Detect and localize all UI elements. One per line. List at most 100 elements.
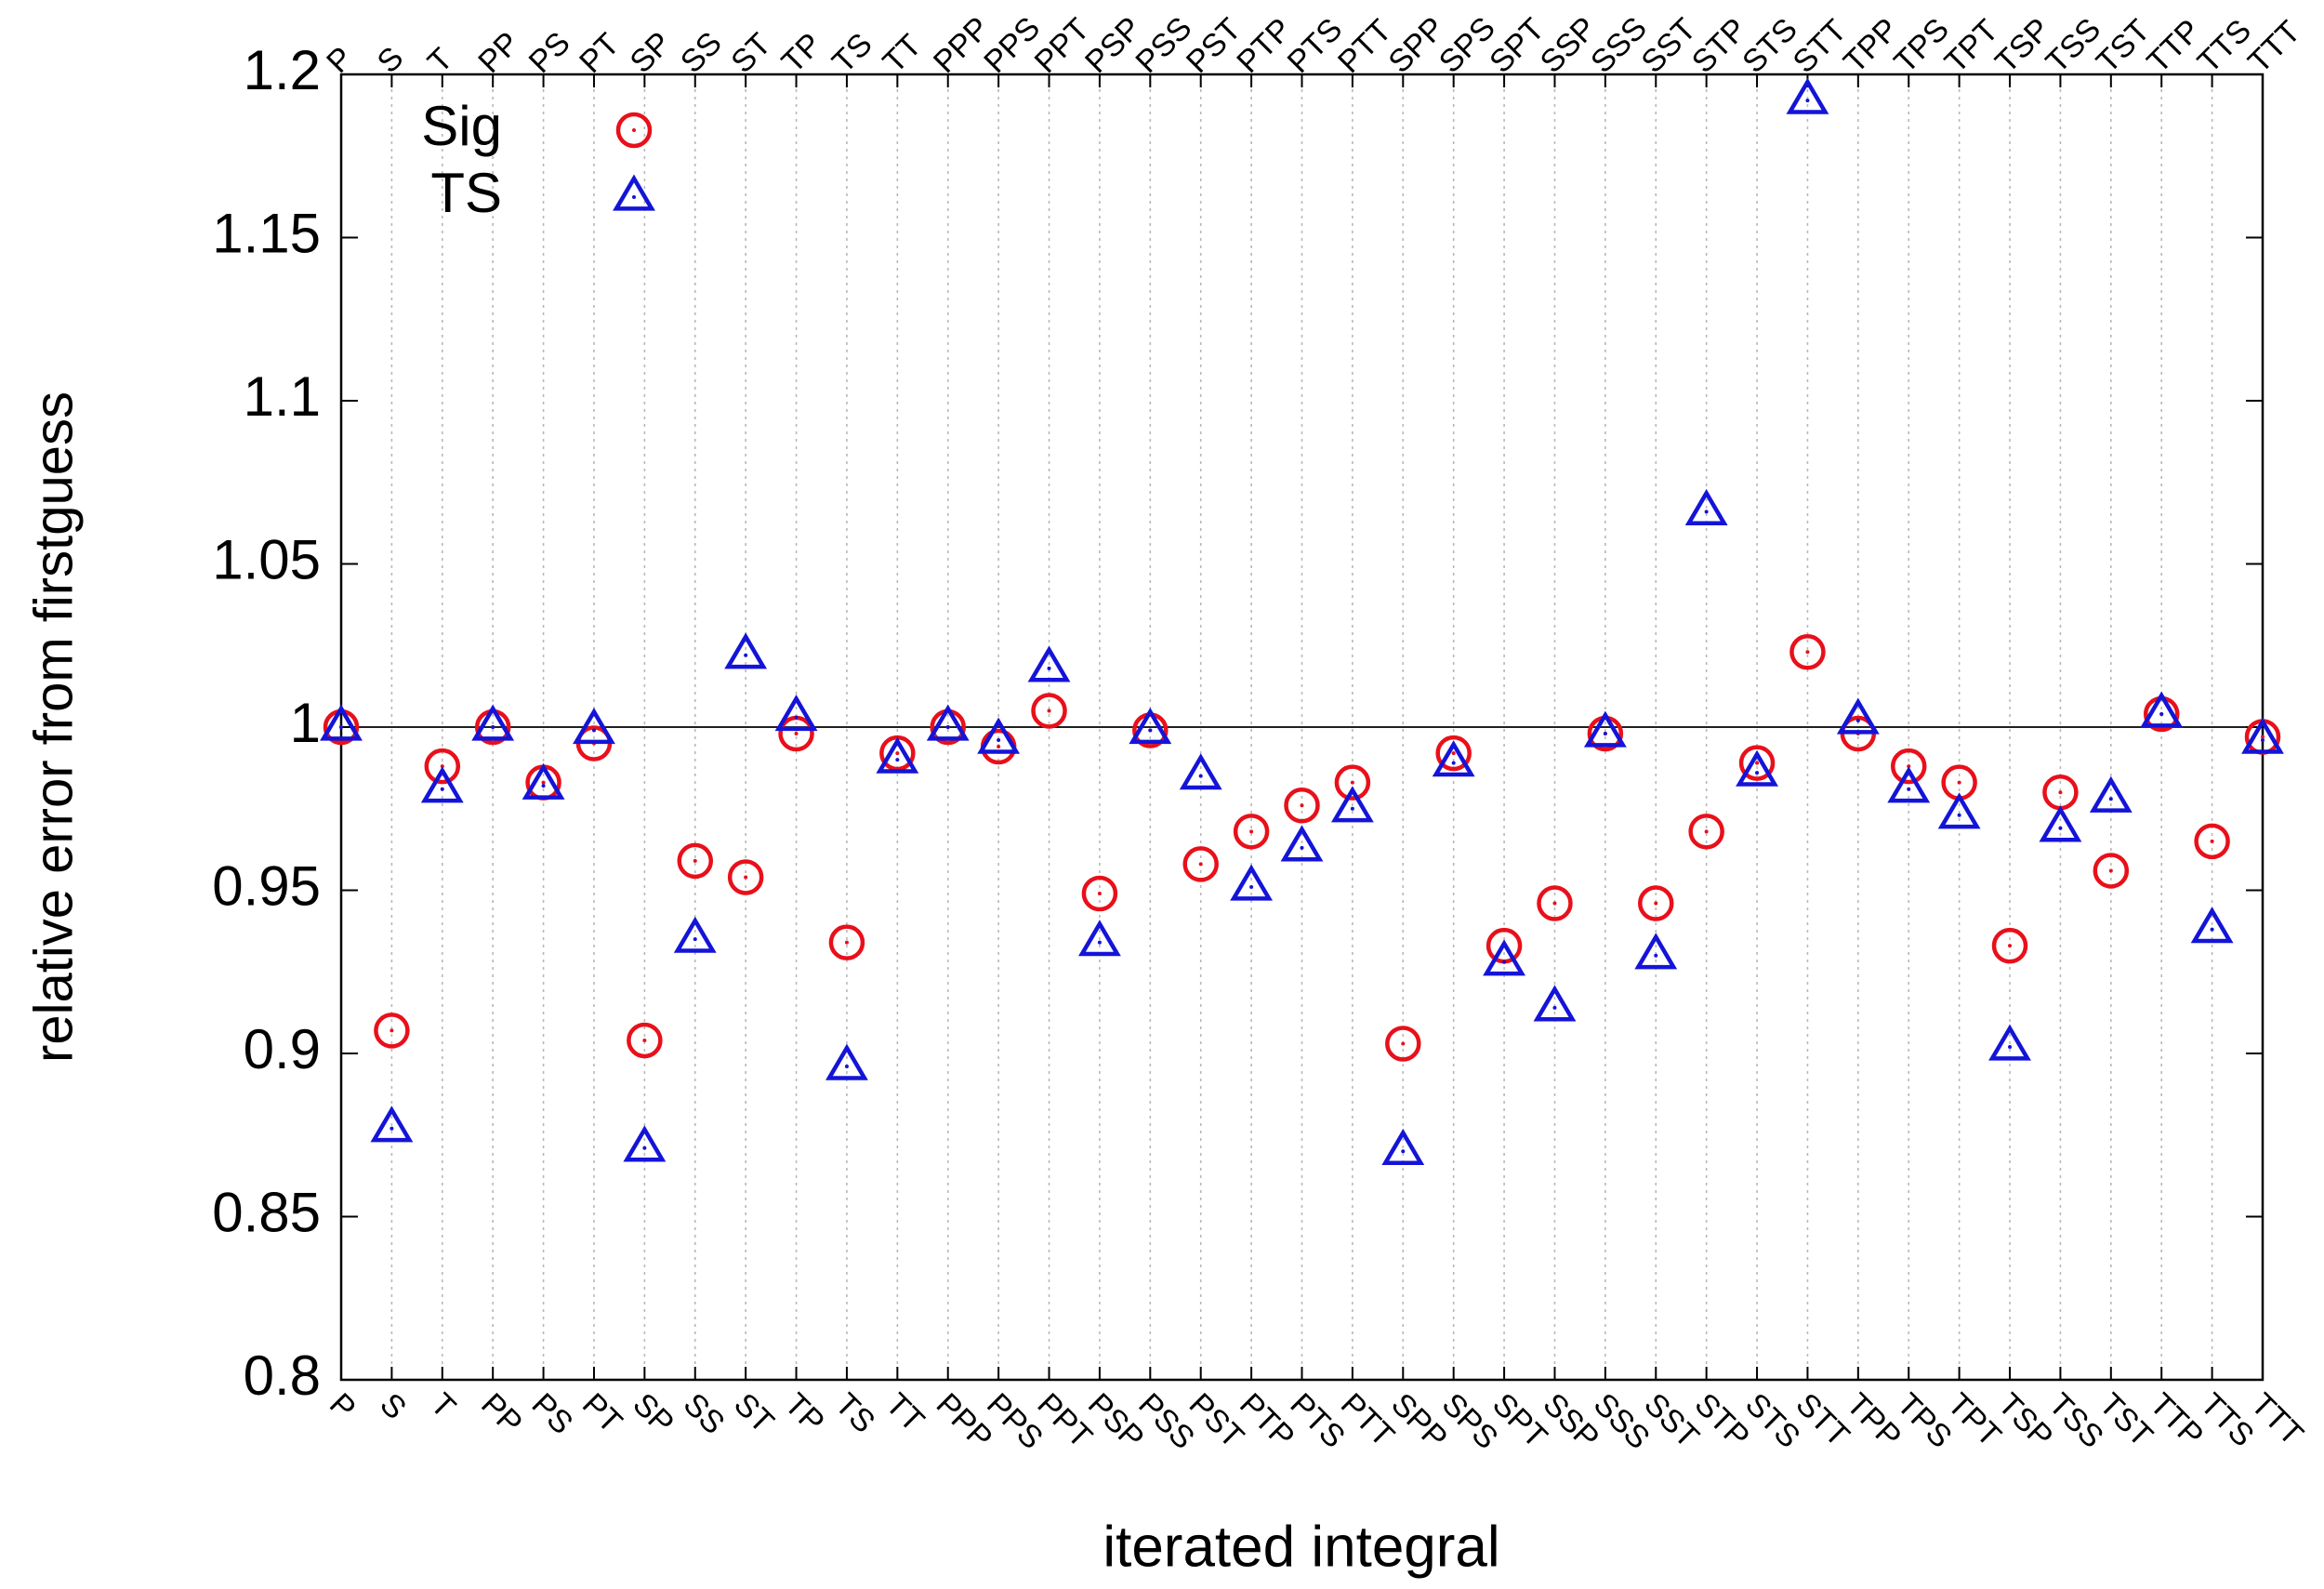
data-point-shape xyxy=(1381,1128,1425,1165)
data-point-shape xyxy=(774,695,818,732)
data-point xyxy=(1533,985,1577,1022)
data-point-dot xyxy=(1198,774,1203,778)
data-point xyxy=(623,1125,667,1162)
x-tick-label: SPP xyxy=(1384,1386,1454,1456)
data-point xyxy=(727,859,764,895)
data-point-shape xyxy=(471,704,515,741)
data-point xyxy=(1330,786,1374,823)
data-point xyxy=(424,748,461,785)
data-point xyxy=(1736,749,1778,787)
legend-marker-dot xyxy=(632,128,636,132)
data-point-ring xyxy=(1638,885,1674,921)
data-point-ring xyxy=(1182,846,1219,882)
x-tick-label: PPP xyxy=(930,1386,999,1456)
x-tick-label: TSP xyxy=(1991,1386,2060,1455)
data-point xyxy=(828,924,865,960)
data-point-dot xyxy=(997,745,1001,749)
data-point-shape xyxy=(623,1125,667,1162)
x-tick-label: TPP xyxy=(1840,1386,1908,1455)
data-point-shape xyxy=(1988,1024,2031,1061)
x-tick-label-top: TSS xyxy=(2040,11,2108,80)
data-point-dot xyxy=(1198,862,1203,867)
data-point-shape xyxy=(2039,805,2082,842)
data-point-shape xyxy=(977,717,1021,754)
data-point-shape xyxy=(1432,740,1475,777)
data-point xyxy=(1836,697,1880,735)
data-point-dot xyxy=(642,1145,647,1150)
legend-marker xyxy=(615,112,653,149)
data-point-shape xyxy=(1887,766,1931,803)
data-point xyxy=(724,632,768,669)
data-point-dot xyxy=(1249,829,1254,834)
data-point-shape xyxy=(320,704,363,741)
x-tick-label-top: SP xyxy=(624,25,679,80)
x-tick-label: TTT xyxy=(2244,1386,2310,1452)
x-tick-label-top: PTP xyxy=(1230,11,1299,80)
data-point-shape xyxy=(1937,792,1981,829)
x-tick-label: STS xyxy=(1738,1386,1807,1455)
data-point xyxy=(1385,1026,1421,1062)
data-point-dot xyxy=(339,725,343,729)
data-point xyxy=(627,1022,663,1059)
legend-label: Sig xyxy=(421,95,502,157)
data-point-ring xyxy=(1789,634,1826,670)
data-point xyxy=(2089,775,2133,813)
data-point xyxy=(1027,645,1071,682)
data-point xyxy=(825,1043,868,1080)
data-point xyxy=(1738,745,1776,781)
x-tick-label-top: PS xyxy=(522,25,577,80)
data-point xyxy=(420,766,464,803)
y-tick-label: 0.95 xyxy=(212,854,321,917)
data-point-dot xyxy=(2008,944,2013,948)
data-point-dot xyxy=(541,780,546,785)
x-tick-label-top: STP xyxy=(1685,11,1754,80)
x-tick-label: PT xyxy=(575,1386,629,1440)
x-tick-label: PS xyxy=(525,1386,580,1441)
x-tick-label: TS xyxy=(828,1386,882,1440)
data-point-shape xyxy=(2140,691,2184,728)
data-point-dot xyxy=(1097,940,1102,945)
data-point-dot xyxy=(693,858,697,863)
data-point-dot xyxy=(744,875,748,880)
data-point-shape xyxy=(1533,985,1577,1022)
data-point xyxy=(1179,753,1222,790)
data-point xyxy=(1688,814,1724,850)
data-point xyxy=(1786,77,1829,114)
y-tick-label: 1.05 xyxy=(212,528,321,590)
data-point-dot xyxy=(1957,780,1961,785)
data-point-dot xyxy=(1805,650,1810,655)
data-point-dot xyxy=(1907,787,1911,791)
data-point-dot xyxy=(1502,960,1507,964)
y-tick-label: 1.15 xyxy=(212,202,321,264)
data-point-ring xyxy=(2093,853,2130,889)
x-tick-label-top: PTS xyxy=(1281,11,1350,80)
data-point-shape xyxy=(1736,749,1778,787)
y-tick-label: 0.8 xyxy=(244,1344,321,1407)
x-tick-label-top: SST xyxy=(1634,11,1703,80)
data-point-dot xyxy=(491,725,495,729)
x-tick-label: PPT xyxy=(1031,1386,1100,1455)
x-tick-label: TPT xyxy=(1941,1386,2008,1453)
data-point-dot xyxy=(642,1038,647,1042)
data-point-dot xyxy=(1654,901,1658,906)
data-point xyxy=(977,717,1021,754)
data-point-dot xyxy=(390,1028,394,1033)
data-point-ring xyxy=(1284,787,1320,824)
data-point-dot xyxy=(844,940,849,945)
data-point-shape xyxy=(2241,717,2284,754)
x-tick-label-top: TSP xyxy=(1988,11,2057,80)
data-point-ring xyxy=(1688,814,1724,850)
data-point-dot xyxy=(440,787,444,791)
data-point-dot xyxy=(1350,806,1354,811)
data-point-dot xyxy=(440,764,444,769)
legend-marker-shape xyxy=(613,174,655,211)
x-tick-label-top: PST xyxy=(1180,11,1248,80)
data-point-dot xyxy=(1401,1149,1406,1154)
data-point-dot xyxy=(1097,892,1102,896)
data-point xyxy=(573,708,615,745)
x-tick-label-top: TPP xyxy=(1837,11,1906,80)
data-point-dot xyxy=(1451,761,1456,765)
y-tick-label: 1 xyxy=(290,692,321,754)
x-tick-label-top: ST xyxy=(724,26,778,80)
data-point-dot xyxy=(1957,813,1961,817)
